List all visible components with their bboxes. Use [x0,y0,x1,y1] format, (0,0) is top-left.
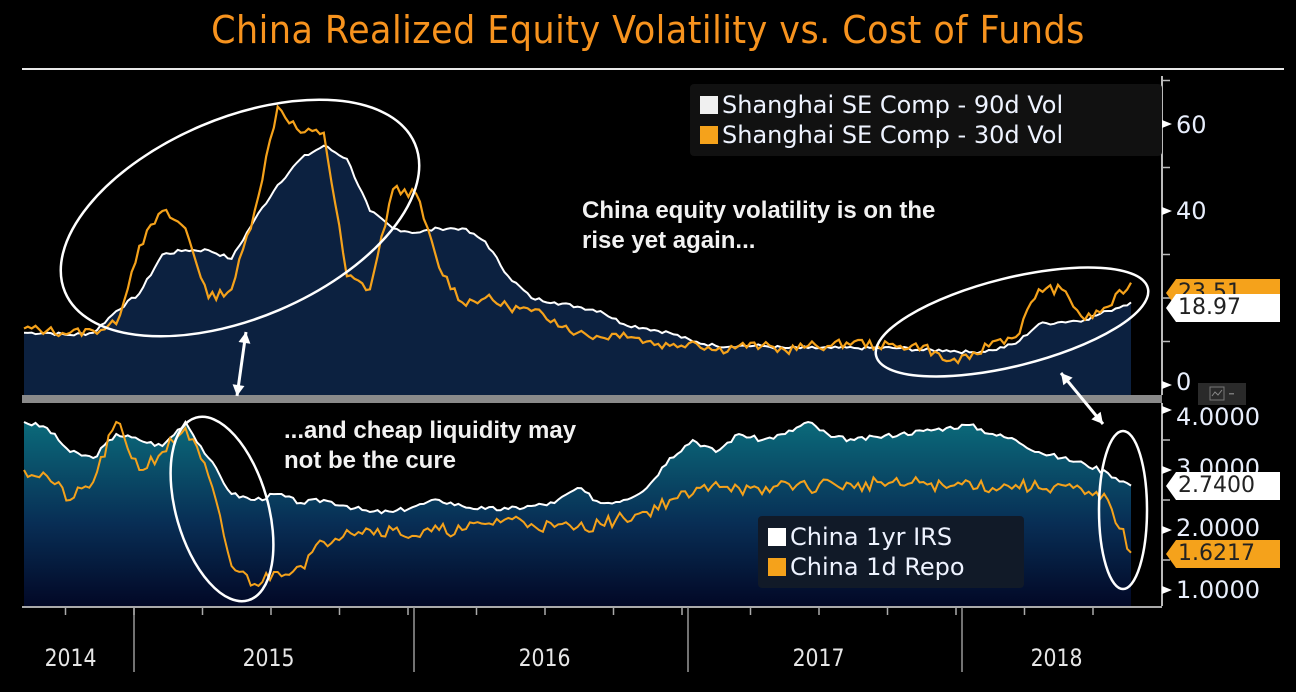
legend-swatch-30d [700,126,718,144]
ytick-top-0: 0 [1176,370,1191,394]
xtick-2018: 2018 [1031,644,1083,672]
panel-divider-handle[interactable] [1198,383,1246,405]
xtick-2014: 2014 [45,644,97,672]
ytick-bottom-1: 1.0000 [1176,578,1260,602]
xtick-2017: 2017 [793,644,845,672]
ytick-top-60: 60 [1176,113,1207,137]
legend-label-irs: China 1yr IRS [790,522,952,552]
ytick-bottom-2: 2.0000 [1176,516,1260,540]
legend-label-90d: Shanghai SE Comp - 90d Vol [722,90,1063,120]
top-annotation: China equity volatility is on the rise y… [582,196,935,256]
bottom-legend: China 1yr IRS China 1d Repo [758,516,1024,588]
legend-swatch-90d [700,96,718,114]
ytick-mark-bottom [1162,526,1172,534]
xtick-2015: 2015 [243,644,295,672]
ytick-mark-bottom [1162,406,1172,414]
ytick-mark-top [1162,120,1172,128]
legend-label-repo: China 1d Repo [790,552,965,582]
tag-repo-last: 1.6217 [1166,540,1280,568]
ytick-bottom-4: 4.0000 [1176,405,1260,429]
chart-type-icon [1198,383,1246,405]
legend-item-repo[interactable]: China 1d Repo [768,552,1014,582]
tag-irs-last: 2.7400 [1166,472,1280,500]
ytick-mark-bottom [1162,466,1172,474]
legend-swatch-irs [768,528,786,546]
tag-90d-last: 18.97 [1166,294,1280,322]
legend-item-90d[interactable]: Shanghai SE Comp - 90d Vol [700,90,1152,120]
legend-item-irs[interactable]: China 1yr IRS [768,522,1014,552]
bottom-annotation: ...and cheap liquidity may not be the cu… [284,416,576,476]
area-90d-vol [24,146,1131,395]
legend-item-30d[interactable]: Shanghai SE Comp - 30d Vol [700,120,1152,150]
legend-swatch-repo [768,558,786,576]
ytick-mark-top [1162,381,1172,389]
xtick-2016: 2016 [519,644,571,672]
ytick-top-40: 40 [1176,199,1207,223]
legend-label-30d: Shanghai SE Comp - 30d Vol [722,120,1063,150]
top-legend: Shanghai SE Comp - 90d Vol Shanghai SE C… [690,84,1162,156]
ytick-mark-top [1162,207,1172,215]
ytick-mark-bottom [1162,586,1172,594]
panel-divider [22,395,1162,403]
